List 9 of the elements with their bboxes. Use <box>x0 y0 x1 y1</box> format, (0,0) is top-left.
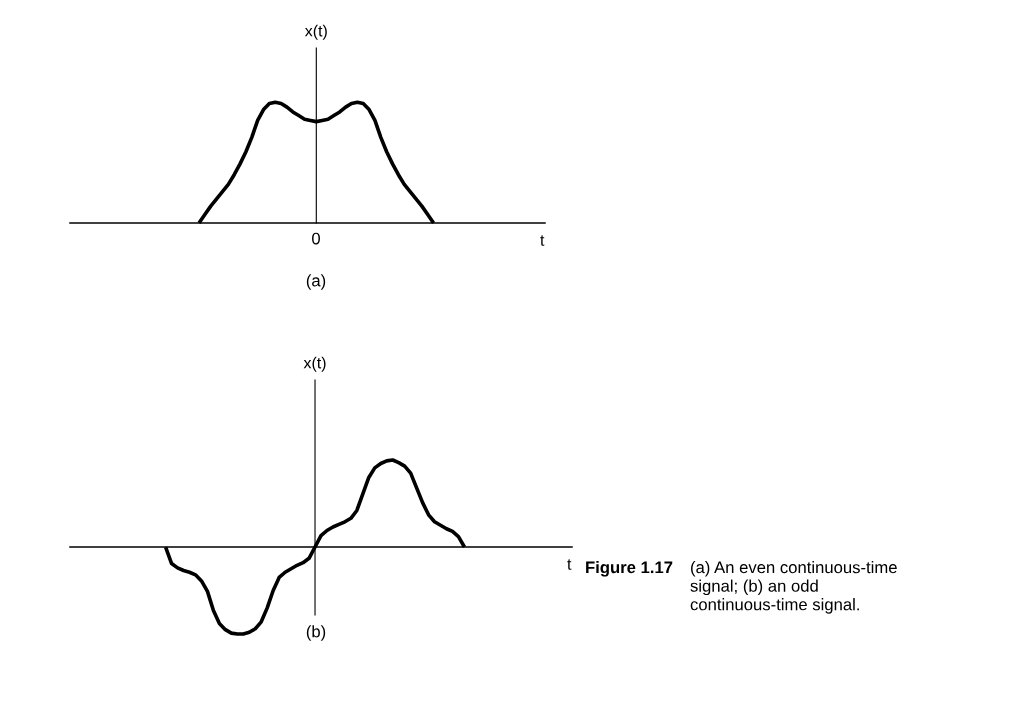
y-axis-title: x(t) <box>304 24 327 40</box>
text: 0 <box>312 232 320 245</box>
caption: Figure 1.17 <box>586 561 673 577</box>
y-axis-title: x(t) <box>303 356 326 372</box>
text: (a) <box>306 274 326 290</box>
x-axis-title: t <box>567 559 572 570</box>
text: (a) An even continuous-time signal; (b) an odd continuous-time signal. <box>690 561 897 614</box>
annotation: (b) <box>306 625 326 641</box>
x-axis-title: t <box>540 235 545 246</box>
